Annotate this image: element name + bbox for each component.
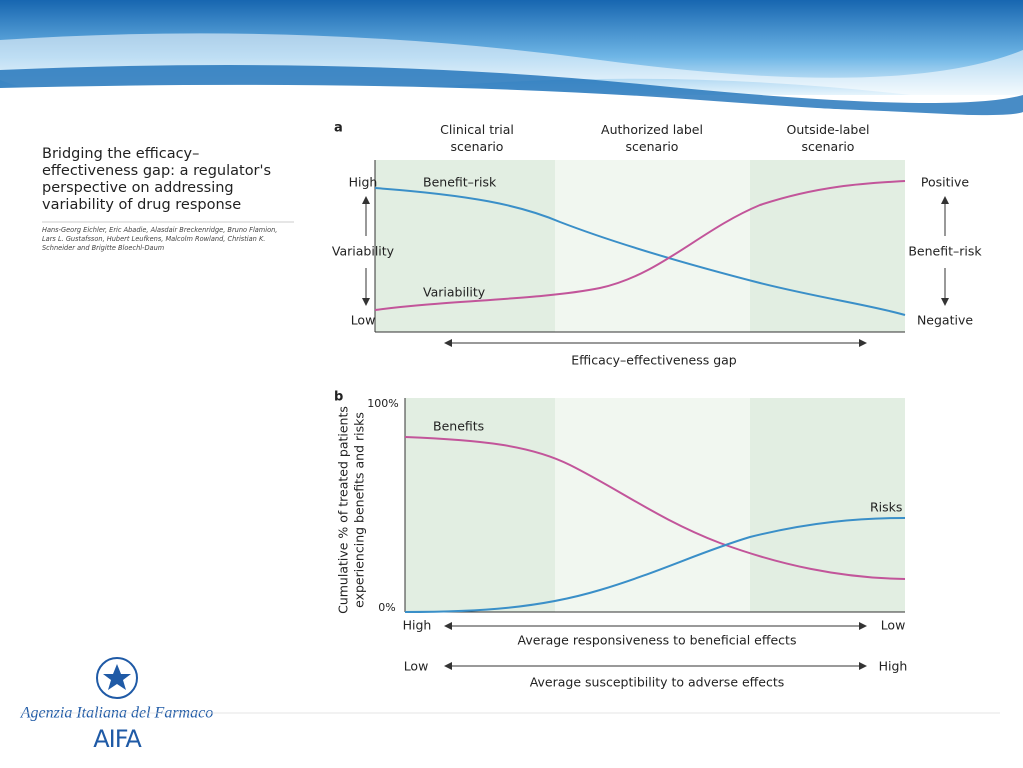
column-header: Outside-label scenario	[786, 122, 869, 154]
benefits-curve	[404, 436, 906, 580]
header-banner	[0, 0, 1023, 122]
column-headers: Clinical trial scenario Authorized label s…	[440, 122, 869, 154]
curve-label: Variability	[423, 285, 486, 300]
y-title: Cumulative % of treated patients	[336, 406, 351, 614]
curve-label: Risks	[870, 500, 902, 515]
panel-a: a Benefit–risk Variability High Variabil…	[332, 121, 982, 368]
column-header: Authorized label scenario	[601, 122, 703, 154]
column-header-line: scenario	[802, 139, 855, 154]
logo: Agenzia Italiana del Farmaco AIFA	[20, 657, 1000, 753]
axis-title: Average susceptibility to adverse effect…	[530, 675, 785, 690]
article-info: Bridging the efficacy–effectiveness gap:…	[42, 146, 294, 252]
axis-end: High	[403, 618, 432, 633]
axis-end: Low	[404, 659, 429, 674]
curve-label: Benefits	[433, 419, 484, 434]
column-header: Clinical trial scenario	[440, 122, 514, 154]
benefit-risk-curve	[374, 187, 906, 316]
gap-label: Efficacy–effectiveness gap	[571, 353, 737, 368]
logo-acronym: AIFA	[93, 725, 142, 753]
risks-curve	[404, 517, 906, 613]
y-title: experiencing benefits and risks	[352, 412, 367, 608]
axis-label: High	[349, 175, 378, 190]
axis-label: Positive	[921, 175, 969, 190]
column-header-line: Authorized label	[601, 122, 703, 137]
column-header-line: scenario	[451, 139, 504, 154]
column-header-line: scenario	[626, 139, 679, 154]
column-header-line: Clinical trial	[440, 122, 514, 137]
axis-title: Average responsiveness to beneficial eff…	[518, 633, 797, 648]
variability-curve	[374, 180, 906, 311]
axis-end: Low	[881, 618, 906, 633]
authors: Hans-Georg Eichler, Eric Abadie, Alasdai…	[42, 226, 278, 252]
article-title: Bridging the efficacy–effectiveness gap:…	[42, 146, 272, 213]
axis-label: Low	[351, 313, 376, 328]
axis-end: High	[879, 659, 908, 674]
y-tick-label: 100%	[367, 397, 398, 410]
panel-label: a	[334, 121, 343, 136]
panel-label: b	[334, 390, 343, 405]
y-tick-label: 0%	[378, 601, 395, 614]
curve-label: Benefit–risk	[423, 175, 497, 190]
axis-title: Benefit–risk	[908, 244, 982, 259]
axis-label: Negative	[917, 313, 973, 328]
column-header-line: Outside-label	[786, 122, 869, 137]
axis-title: Variability	[332, 244, 395, 259]
panel-b: b Benefits Risks 100% 0% Cumulative % of…	[334, 390, 907, 690]
